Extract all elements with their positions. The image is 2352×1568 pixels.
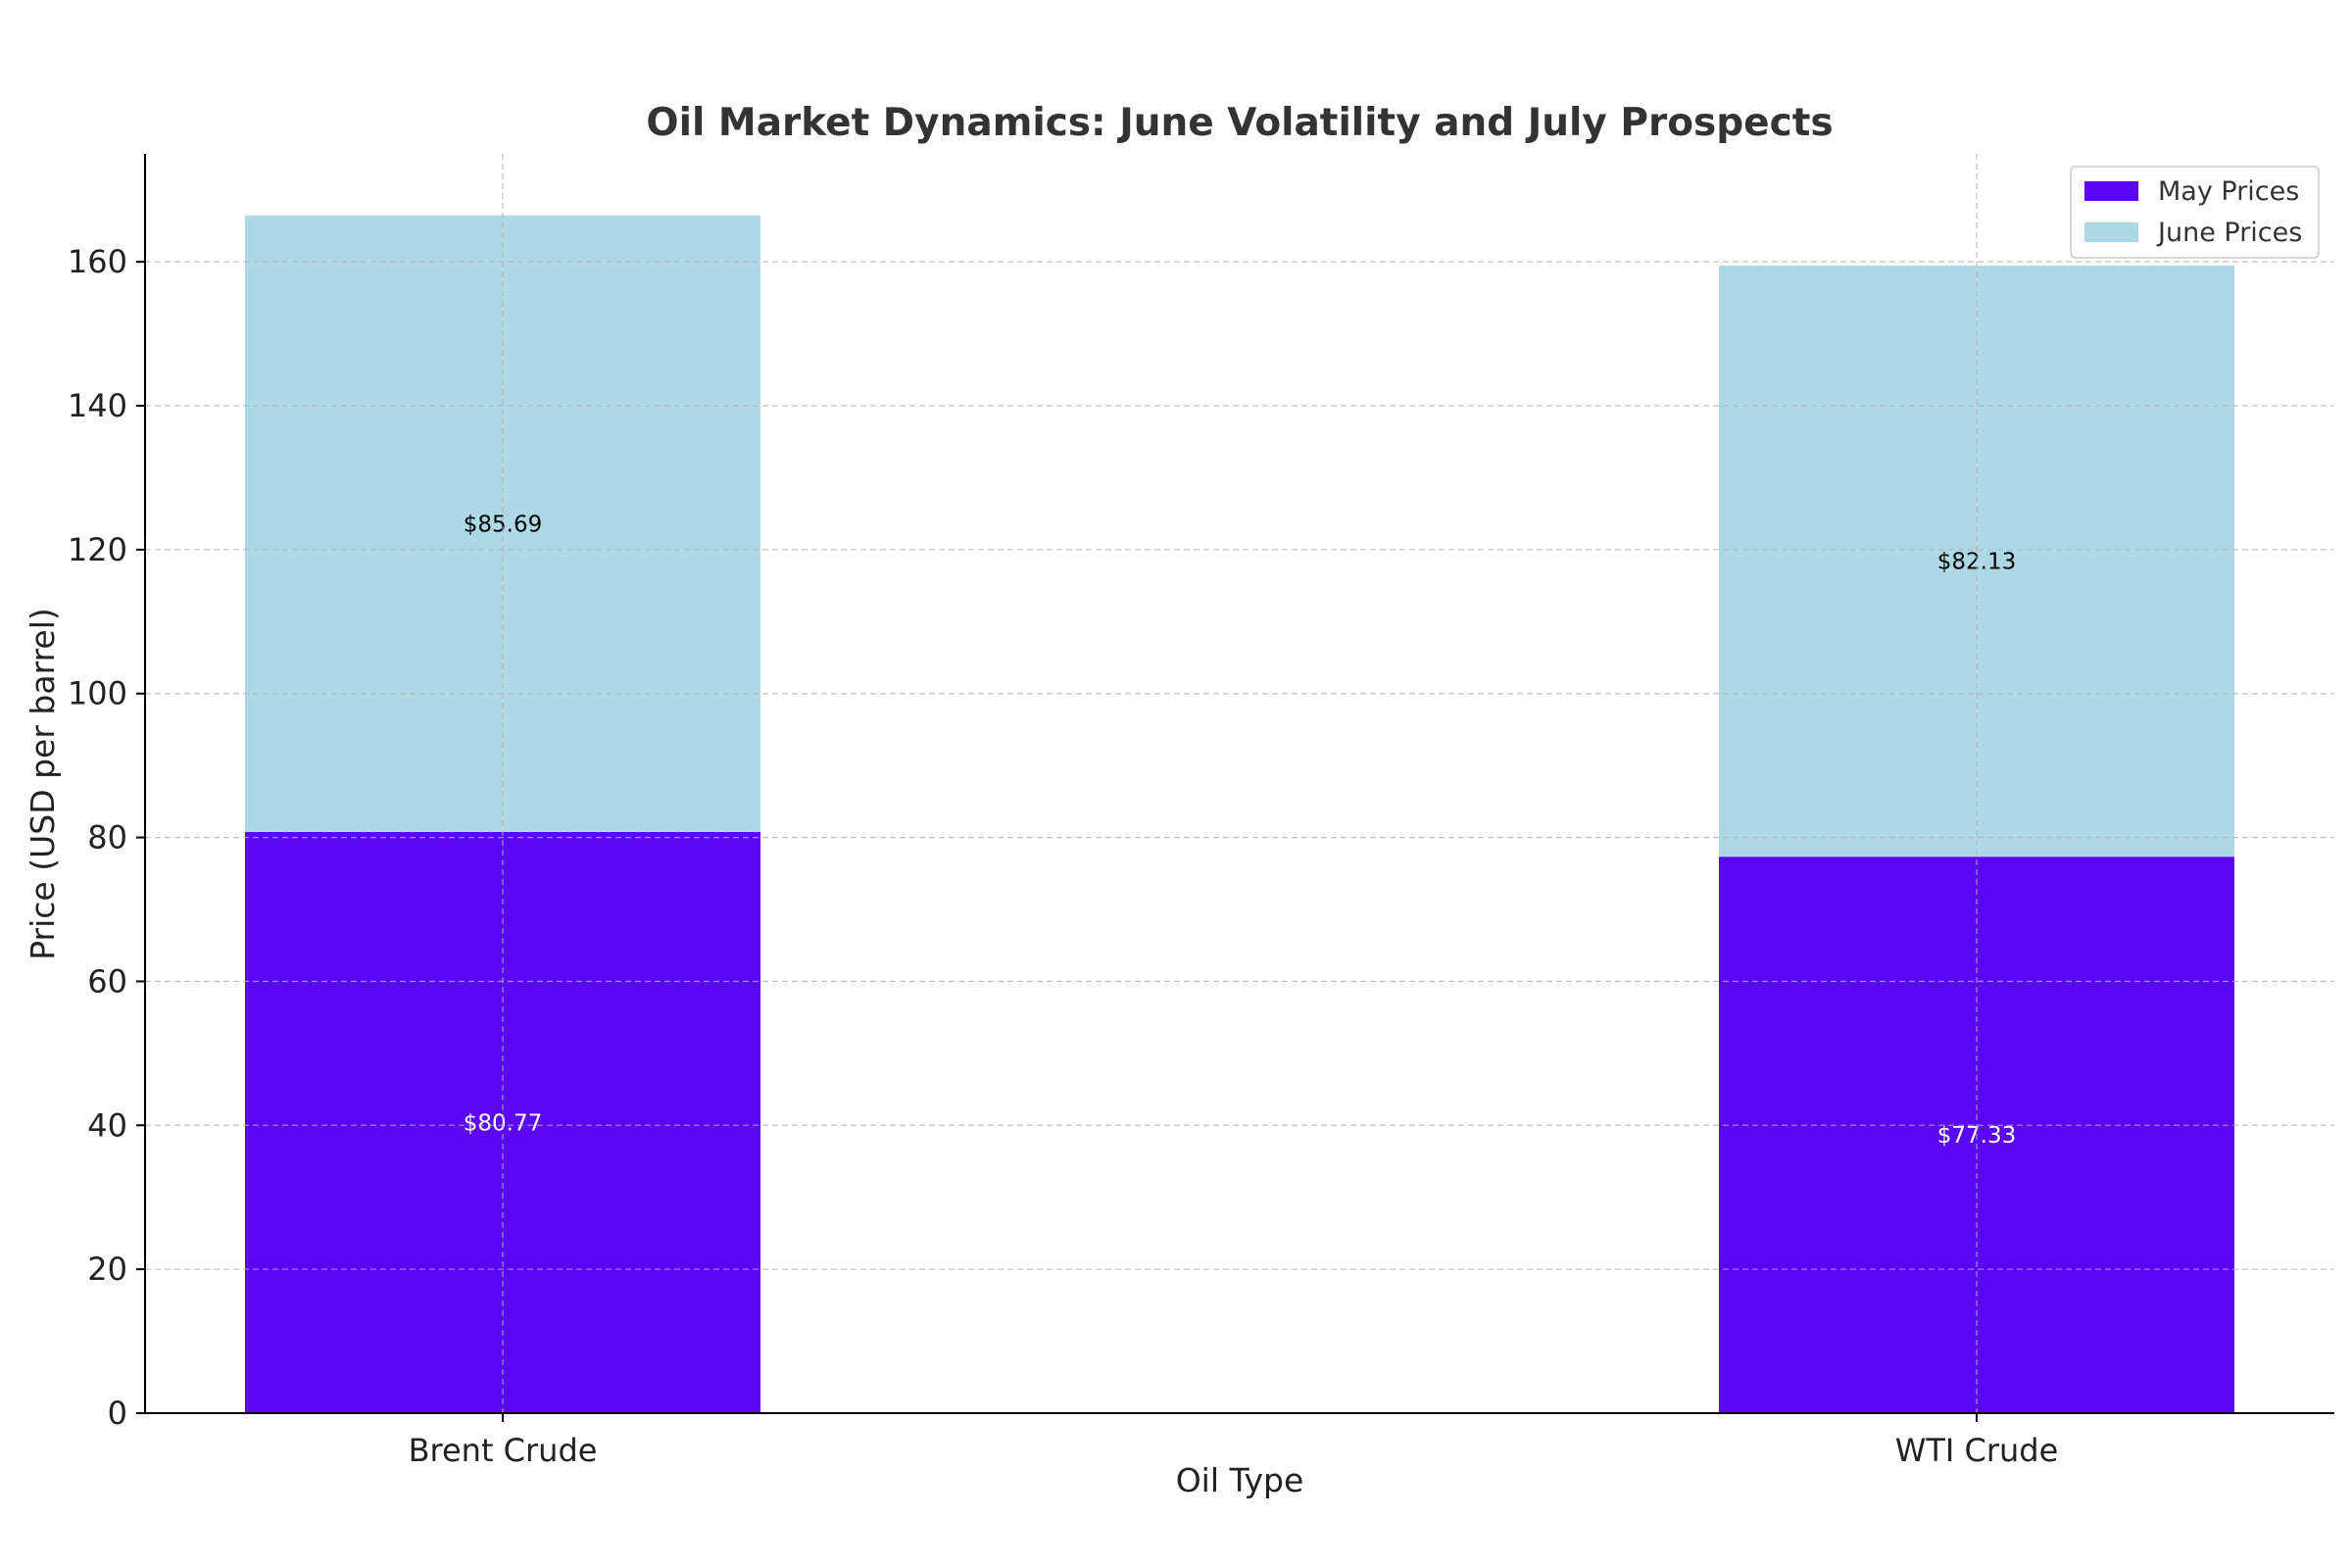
x-tick-label: Brent Crude (409, 1432, 598, 1469)
legend-swatch (2084, 222, 2138, 242)
value-label: $85.69 (464, 512, 542, 537)
y-tick-label: 140 (68, 387, 127, 424)
x-tick-label: WTI Crude (1895, 1432, 2059, 1469)
legend-swatch (2084, 181, 2138, 201)
x-axis-label: Oil Type (1176, 1461, 1304, 1499)
axes (136, 154, 2334, 1422)
tick-labels: 0 20 40 60 80 100 120 140 160 Brent Crude WTI Crud… (68, 243, 2058, 1469)
bar-june-prices-brent-crude (245, 215, 760, 832)
y-tick-label: 120 (68, 531, 127, 568)
chart-title: Oil Market Dynamics: June Volatility and… (646, 101, 1833, 145)
y-tick-label: 60 (87, 962, 127, 1000)
y-tick-label: 20 (87, 1250, 127, 1288)
y-tick-label: 100 (68, 675, 127, 712)
y-tick-label: 40 (87, 1106, 127, 1144)
legend-label: May Prices (2158, 176, 2299, 207)
legend: May Prices June Prices (2070, 166, 2320, 259)
y-tick-label: 80 (87, 819, 127, 857)
legend-label: June Prices (2156, 218, 2302, 248)
y-tick-label: 160 (68, 243, 127, 280)
bars (245, 215, 2234, 1413)
y-tick-label: 0 (108, 1395, 127, 1432)
y-axis-label: Price (USD per barrel) (24, 608, 62, 960)
